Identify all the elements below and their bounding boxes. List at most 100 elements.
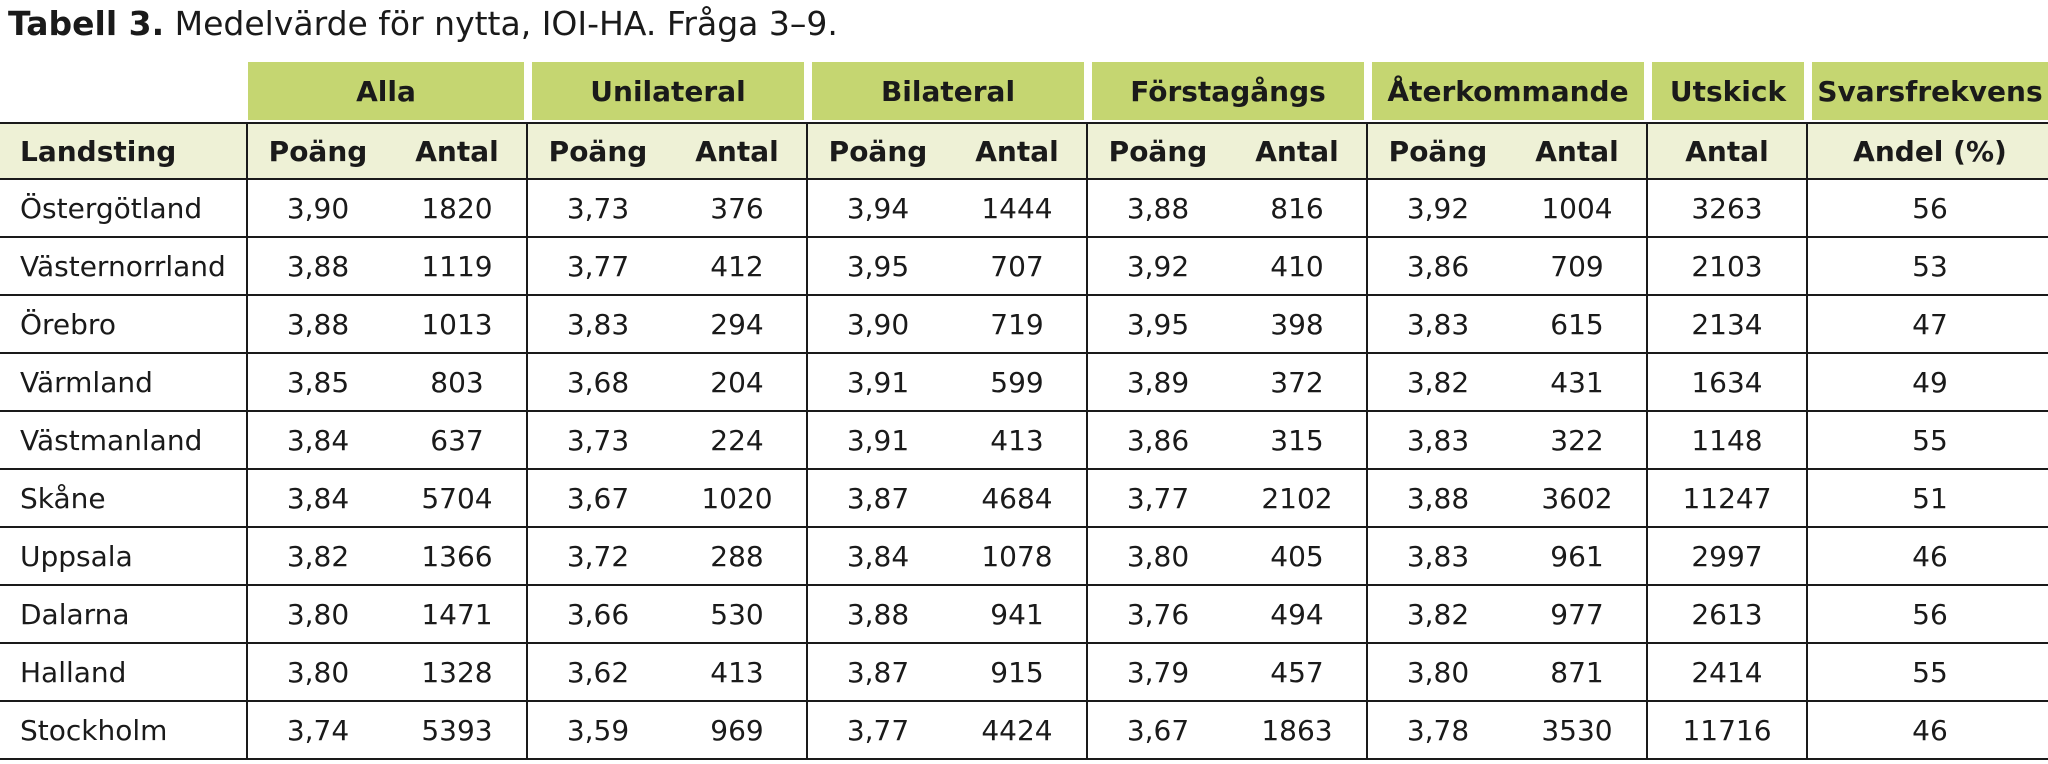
table-cell: 941 <box>948 586 1088 644</box>
table-cell: 3,90 <box>808 296 948 354</box>
column-header: Antal <box>1228 122 1368 180</box>
table-cell: 3,92 <box>1368 180 1508 238</box>
table-cell: 457 <box>1228 644 1368 702</box>
table-cell: 3,84 <box>808 528 948 586</box>
table-cell: 3,91 <box>808 354 948 412</box>
table-cell: 1004 <box>1508 180 1648 238</box>
table-cell: 3,72 <box>528 528 668 586</box>
table-cell: 3,82 <box>248 528 388 586</box>
table-cell: 3,83 <box>528 296 668 354</box>
group-header: Återkommande <box>1372 62 1644 120</box>
table-caption: Medelvärde för nytta, IOI-HA. Fråga 3–9. <box>164 4 838 43</box>
table-cell: 3,83 <box>1368 412 1508 470</box>
column-header: Poäng <box>808 122 948 180</box>
table-cell: 3,95 <box>1088 296 1228 354</box>
row-label: Västernorrland <box>0 238 248 296</box>
table-cell: 969 <box>668 702 808 760</box>
table-cell: 1020 <box>668 470 808 528</box>
table-cell: 494 <box>1228 586 1368 644</box>
table-cell: 707 <box>948 238 1088 296</box>
table-cell: 398 <box>1228 296 1368 354</box>
column-header: Poäng <box>528 122 668 180</box>
row-label: Västmanland <box>0 412 248 470</box>
table-cell: 47 <box>1808 296 2048 354</box>
column-header: Antal <box>668 122 808 180</box>
table-cell: 3,68 <box>528 354 668 412</box>
column-header: Antal <box>388 122 528 180</box>
group-header: Bilateral <box>812 62 1084 120</box>
table-title: Tabell 3. Medelvärde för nytta, IOI-HA. … <box>8 0 838 48</box>
table-cell: 5393 <box>388 702 528 760</box>
table-cell: 3,84 <box>248 470 388 528</box>
table-cell: 977 <box>1508 586 1648 644</box>
table-cell: 3,87 <box>808 644 948 702</box>
row-label: Örebro <box>0 296 248 354</box>
table-cell: 46 <box>1808 528 2048 586</box>
table-cell: 1013 <box>388 296 528 354</box>
table-cell: 3,67 <box>528 470 668 528</box>
table-cell: 294 <box>668 296 808 354</box>
table-cell: 413 <box>948 412 1088 470</box>
results-table: Alla Unilateral Bilateral Förstagångs Återko… <box>0 62 2048 760</box>
row-label: Värmland <box>0 354 248 412</box>
table-cell: 431 <box>1508 354 1648 412</box>
table-cell: 3,80 <box>248 586 388 644</box>
table-cell: 1078 <box>948 528 1088 586</box>
table-cell: 3,76 <box>1088 586 1228 644</box>
table-cell: 224 <box>668 412 808 470</box>
column-header: Antal <box>1508 122 1648 180</box>
table-cell: 46 <box>1808 702 2048 760</box>
table-cell: 410 <box>1228 238 1368 296</box>
table-cell: 3,77 <box>1088 470 1228 528</box>
table-cell: 3,95 <box>808 238 948 296</box>
table-cell: 3,90 <box>248 180 388 238</box>
table-cell: 637 <box>388 412 528 470</box>
table-cell: 4684 <box>948 470 1088 528</box>
table-cell: 3,66 <box>528 586 668 644</box>
table-cell: 49 <box>1808 354 2048 412</box>
table-cell: 372 <box>1228 354 1368 412</box>
table-cell: 3,83 <box>1368 528 1508 586</box>
table-cell: 1148 <box>1648 412 1808 470</box>
table-cell: 1820 <box>388 180 528 238</box>
table-cell: 3,86 <box>1368 238 1508 296</box>
table-cell: 2102 <box>1228 470 1368 528</box>
row-label: Dalarna <box>0 586 248 644</box>
table-cell: 915 <box>948 644 1088 702</box>
table-cell: 3,67 <box>1088 702 1228 760</box>
row-label: Uppsala <box>0 528 248 586</box>
group-header: Unilateral <box>532 62 804 120</box>
table-cell: 3,73 <box>528 412 668 470</box>
table-cell: 1366 <box>388 528 528 586</box>
table-cell: 3,80 <box>248 644 388 702</box>
table-cell: 961 <box>1508 528 1648 586</box>
table-cell: 405 <box>1228 528 1368 586</box>
table-cell: 2134 <box>1648 296 1808 354</box>
table-cell: 204 <box>668 354 808 412</box>
header-corner <box>0 62 248 122</box>
table-cell: 55 <box>1808 412 2048 470</box>
table-cell: 3,89 <box>1088 354 1228 412</box>
table-cell: 3,86 <box>1088 412 1228 470</box>
table-cell: 2103 <box>1648 238 1808 296</box>
row-label: Halland <box>0 644 248 702</box>
table-cell: 3530 <box>1508 702 1648 760</box>
table-cell: 5704 <box>388 470 528 528</box>
group-header: Alla <box>248 62 524 120</box>
table-cell: 3,92 <box>1088 238 1228 296</box>
table-cell: 3,80 <box>1088 528 1228 586</box>
row-label: Stockholm <box>0 702 248 760</box>
table-cell: 4424 <box>948 702 1088 760</box>
table-cell: 1119 <box>388 238 528 296</box>
table-cell: 3,88 <box>1088 180 1228 238</box>
table-cell: 615 <box>1508 296 1648 354</box>
table-cell: 2613 <box>1648 586 1808 644</box>
group-header: Svarsfrekvens <box>1812 62 2048 120</box>
table-cell: 56 <box>1808 180 2048 238</box>
table-cell: 3,88 <box>248 296 388 354</box>
table-cell: 3,87 <box>808 470 948 528</box>
table-cell: 412 <box>668 238 808 296</box>
table-cell: 51 <box>1808 470 2048 528</box>
table-cell: 816 <box>1228 180 1368 238</box>
row-label: Östergötland <box>0 180 248 238</box>
